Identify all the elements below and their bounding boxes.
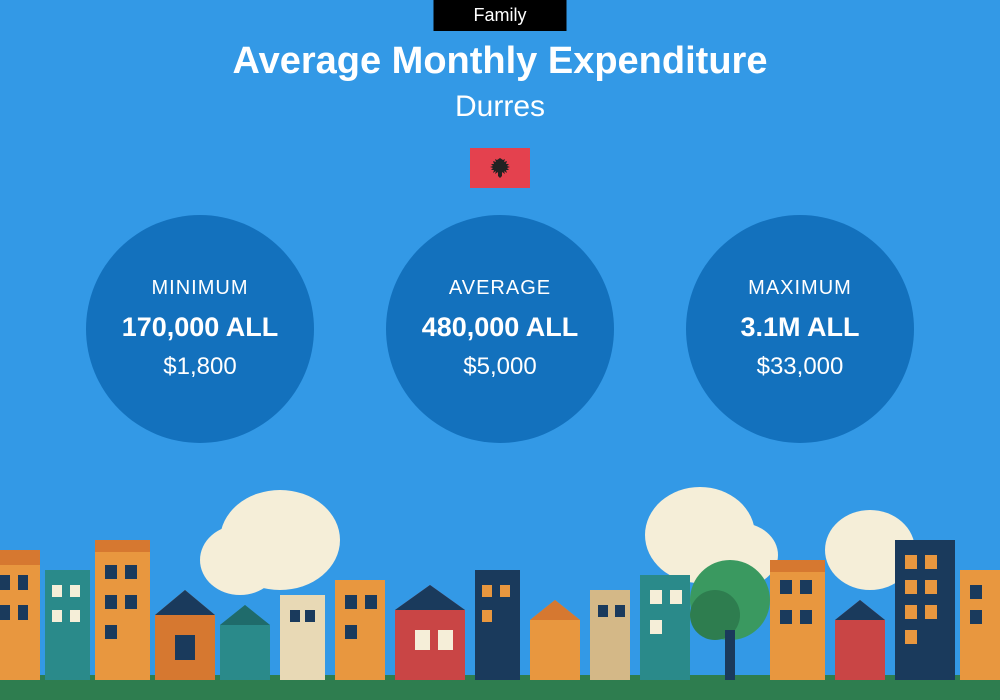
stat-circle-average: AVERAGE 480,000 ALL $5,000 <box>386 215 614 443</box>
stat-circle-minimum: MINIMUM 170,000 ALL $1,800 <box>86 215 314 443</box>
category-label: Family <box>474 5 527 25</box>
location-subtitle: Durres <box>455 90 545 124</box>
country-flag <box>470 148 530 188</box>
stat-circle-maximum: MAXIMUM 3.1M ALL $33,000 <box>686 215 914 443</box>
stat-value: 170,000 ALL <box>122 312 279 343</box>
stats-container: MINIMUM 170,000 ALL $1,800 AVERAGE 480,0… <box>0 215 1000 443</box>
stat-secondary: $33,000 <box>757 353 844 381</box>
stat-label: MAXIMUM <box>748 277 852 300</box>
stat-value: 480,000 ALL <box>422 312 579 343</box>
category-badge: Family <box>434 0 567 31</box>
flag-emblem-icon <box>485 156 515 180</box>
cityscape-illustration <box>0 480 1000 700</box>
stat-label: MINIMUM <box>152 277 249 300</box>
page-title: Average Monthly Expenditure <box>233 40 768 83</box>
stat-secondary: $5,000 <box>463 353 536 381</box>
stat-label: AVERAGE <box>449 277 551 300</box>
stat-secondary: $1,800 <box>163 353 236 381</box>
stat-value: 3.1M ALL <box>740 312 859 343</box>
